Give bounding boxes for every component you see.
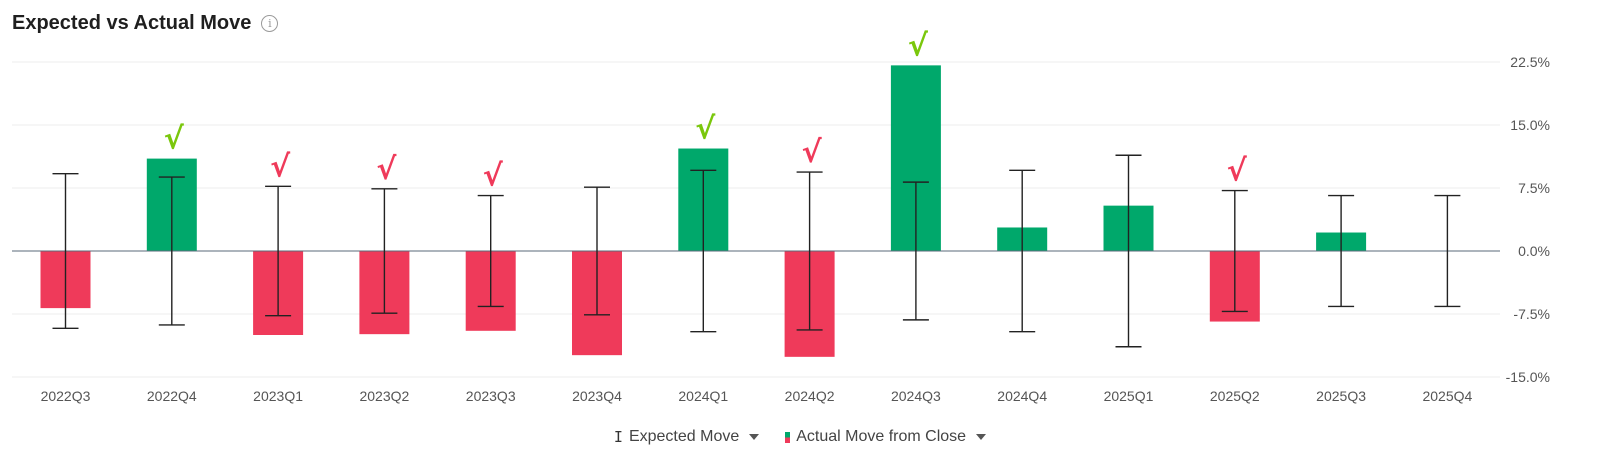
- x-tick-label: 2023Q1: [253, 388, 303, 404]
- y-tick-label: -7.5%: [1513, 306, 1550, 322]
- info-icon[interactable]: i: [261, 15, 279, 32]
- x-tick-label: 2024Q1: [678, 388, 728, 404]
- check-mark-good-icon: √: [164, 122, 185, 157]
- x-tick-label: 2023Q3: [466, 388, 516, 404]
- y-tick-label: -15.0%: [1506, 369, 1550, 385]
- chart-plot: 22.5% 15.0% 7.5% 0.0% -7.5% -15.0% √ √ √ √ √ √ √ √ 202…: [12, 28, 1550, 404]
- error-bar-icon: I: [613, 428, 623, 446]
- x-tick-label: 2023Q2: [359, 388, 409, 404]
- check-mark-bad-icon: √: [270, 149, 291, 184]
- check-mark-bad-icon: √: [1227, 154, 1248, 189]
- y-tick-label: 0.0%: [1518, 243, 1550, 259]
- y-tick-label: 15.0%: [1510, 117, 1550, 133]
- check-mark-good-icon: √: [695, 112, 716, 147]
- x-tick-label: 2024Q4: [997, 388, 1047, 404]
- legend-item-actual-move[interactable]: Actual Move from Close: [785, 428, 987, 446]
- check-mark-bad-icon: √: [483, 159, 504, 194]
- x-tick-label: 2022Q4: [147, 388, 197, 404]
- x-tick-label: 2024Q3: [891, 388, 941, 404]
- chart-header: Expected vs Actual Move i: [12, 12, 279, 35]
- x-tick-label: 2022Q3: [41, 388, 91, 404]
- x-tick-label: 2023Q4: [572, 388, 622, 404]
- chart-legend: I Expected Move Actual Move from Close: [0, 428, 1600, 446]
- x-tick-label: 2025Q1: [1104, 388, 1154, 404]
- x-tick-label: 2025Q4: [1422, 388, 1472, 404]
- legend-item-expected-move[interactable]: I Expected Move: [613, 428, 760, 446]
- x-tick-label: 2025Q2: [1210, 388, 1260, 404]
- y-tick-label: 22.5%: [1510, 54, 1550, 70]
- x-tick-label: 2025Q3: [1316, 388, 1366, 404]
- y-tick-label: 7.5%: [1518, 180, 1550, 196]
- caret-down-icon[interactable]: [976, 434, 987, 440]
- check-mark-good-icon: √: [908, 28, 929, 63]
- caret-down-icon[interactable]: [749, 434, 760, 440]
- check-mark-bad-icon: √: [376, 152, 397, 187]
- x-tick-label: 2024Q2: [785, 388, 835, 404]
- check-mark-bad-icon: √: [802, 135, 823, 170]
- bar-swatch-icon: [785, 431, 791, 443]
- chart-title: Expected vs Actual Move: [12, 12, 252, 34]
- legend-label-actual: Actual Move from Close: [796, 428, 967, 445]
- legend-label-expected: Expected Move: [628, 428, 740, 445]
